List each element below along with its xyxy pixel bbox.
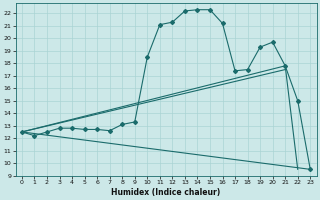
X-axis label: Humidex (Indice chaleur): Humidex (Indice chaleur) xyxy=(111,188,221,197)
